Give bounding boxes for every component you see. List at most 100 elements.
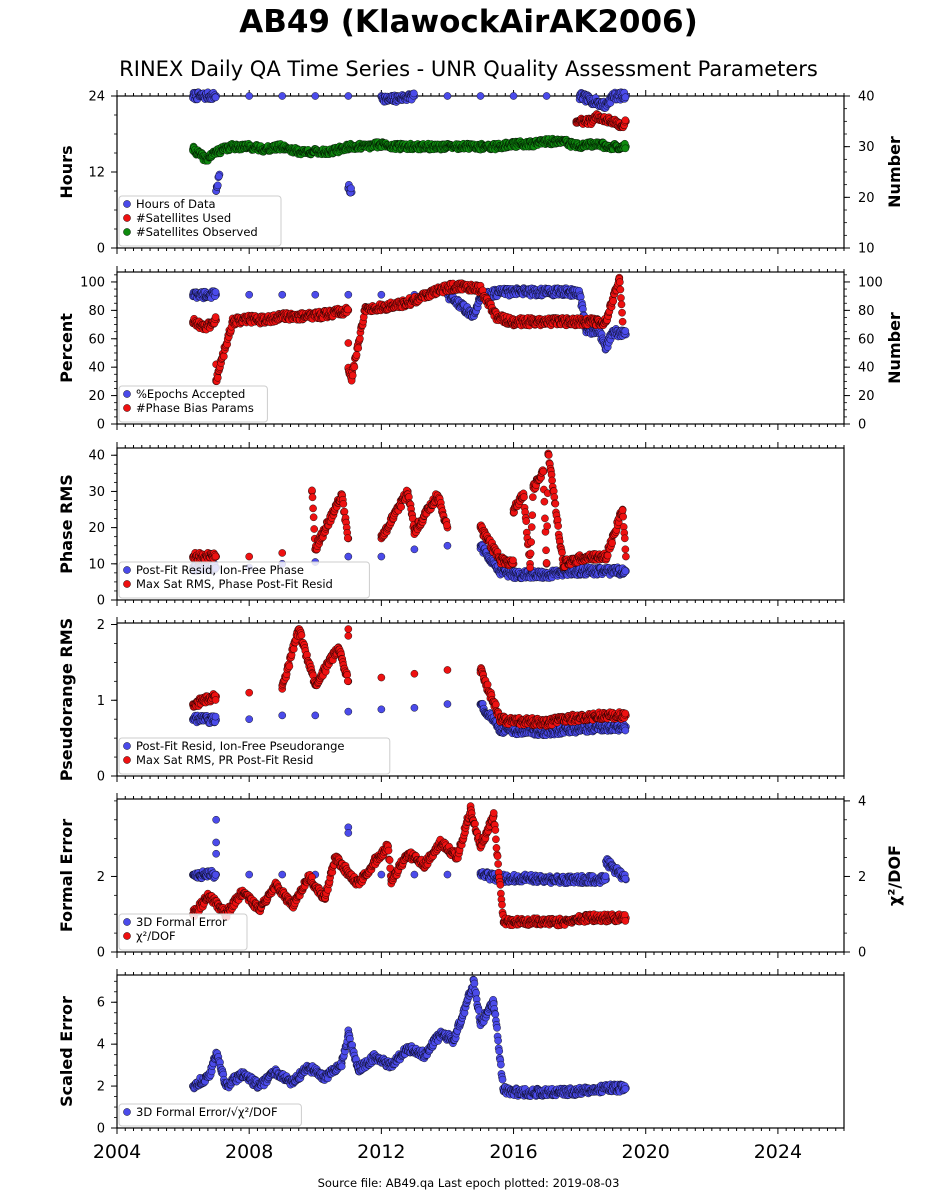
data-point <box>311 711 320 720</box>
data-point <box>377 673 386 682</box>
y-tick-label: 40 <box>88 361 105 376</box>
y-right-tick-label: 0 <box>858 418 866 433</box>
data-point <box>308 493 317 502</box>
data-point <box>278 92 287 100</box>
legend-label: Max Sat RMS, Phase Post-Fit Resid <box>136 577 333 591</box>
data-point <box>344 632 353 640</box>
y-tick-label: 0 <box>97 770 105 785</box>
y-tick-label: 1 <box>97 694 105 709</box>
y-axis-label: Hours <box>57 145 76 198</box>
data-point <box>285 662 294 671</box>
legend-marker <box>123 404 131 412</box>
data-point <box>617 294 625 302</box>
legend-label: #Satellites Used <box>136 211 231 225</box>
data-point <box>509 92 518 100</box>
data-point <box>543 522 551 530</box>
legend-marker <box>123 756 131 764</box>
data-point <box>308 486 316 495</box>
data-point <box>213 181 222 190</box>
figure-subtitle: RINEX Daily QA Time Series - UNR Quality… <box>119 57 818 81</box>
y-tick-label: 0 <box>97 594 105 609</box>
data-point <box>618 317 627 326</box>
legend-label: Post-Fit Resid, Ion-Free Phase <box>136 563 304 577</box>
data-point <box>540 497 549 506</box>
data-point <box>343 305 352 314</box>
legend-label: Max Sat RMS, PR Post-Fit Resid <box>136 753 313 767</box>
y-axis-label-right: Number <box>885 312 904 384</box>
y-axis-label: Pseudorange RMS <box>57 618 76 781</box>
data-point <box>443 666 452 674</box>
data-point <box>245 552 253 561</box>
data-point <box>211 696 220 704</box>
data-point <box>309 513 318 522</box>
data-point <box>245 92 253 100</box>
data-point <box>621 116 630 125</box>
data-point <box>410 89 418 98</box>
data-point <box>542 546 550 555</box>
data-point <box>616 285 625 294</box>
y-right-tick-label: 80 <box>858 304 875 319</box>
data-point <box>311 92 320 100</box>
data-point <box>343 534 352 542</box>
data-point <box>443 92 452 100</box>
y-tick-label: 0 <box>97 242 105 257</box>
y-tick-label: 20 <box>88 521 105 536</box>
data-point <box>220 352 228 361</box>
data-point <box>526 549 535 558</box>
data-point <box>621 709 630 718</box>
data-point <box>211 93 220 102</box>
data-point <box>529 493 537 501</box>
data-point <box>522 517 531 525</box>
data-point <box>213 373 222 382</box>
data-point <box>211 712 220 721</box>
legend-label: Hours of Data <box>136 197 216 211</box>
data-point <box>348 371 357 380</box>
data-point <box>527 523 536 531</box>
data-point <box>410 545 419 554</box>
y-right-tick-label: 40 <box>858 90 875 105</box>
data-point <box>211 288 220 296</box>
data-point <box>528 511 537 519</box>
legend-label: #Satellites Observed <box>136 225 258 239</box>
data-point <box>245 688 253 697</box>
data-point <box>245 290 253 299</box>
data-point <box>339 500 348 508</box>
y-tick-label: 100 <box>80 275 105 290</box>
data-point <box>618 308 626 317</box>
data-point <box>443 521 451 529</box>
y-tick-label: 12 <box>88 166 105 181</box>
data-point <box>526 563 534 572</box>
data-point <box>542 559 551 567</box>
data-point <box>377 705 386 714</box>
legend-marker <box>123 200 131 208</box>
data-point <box>278 549 287 557</box>
data-point <box>397 503 405 511</box>
figure-title: AB49 (KlawockAirAK2006) <box>239 4 698 40</box>
data-point <box>621 327 630 335</box>
data-point <box>297 631 306 640</box>
y-tick-label: 24 <box>88 90 105 105</box>
y-right-tick-label: 60 <box>858 332 875 347</box>
data-point <box>509 556 517 565</box>
data-point <box>621 93 630 102</box>
y-right-tick-label: 20 <box>858 389 875 404</box>
data-point <box>544 451 553 459</box>
data-point <box>483 680 492 689</box>
y-tick-label: 40 <box>88 449 105 464</box>
y-axis-label: Percent <box>57 313 76 383</box>
data-point <box>541 514 549 523</box>
data-point <box>542 92 551 100</box>
data-point <box>617 300 626 309</box>
legend-label: %Epochs Accepted <box>136 387 245 401</box>
data-point <box>619 512 627 521</box>
legend-marker <box>123 566 131 574</box>
legend-marker <box>123 390 131 398</box>
data-point <box>551 499 560 508</box>
data-point <box>344 625 353 633</box>
data-point <box>476 92 485 100</box>
y-right-tick-label: 40 <box>858 361 875 376</box>
data-point <box>310 525 318 533</box>
data-point <box>410 669 419 678</box>
data-point <box>554 522 562 530</box>
